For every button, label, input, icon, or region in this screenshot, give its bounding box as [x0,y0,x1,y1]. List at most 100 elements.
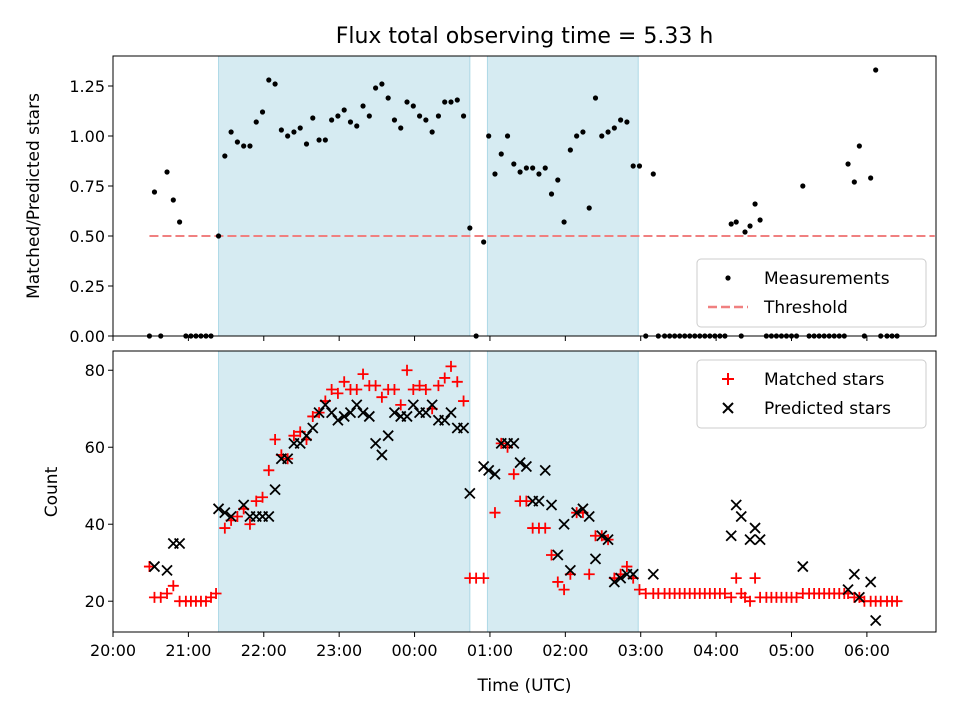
predicted-star-point [744,533,756,546]
predicted-star-point [369,437,382,450]
bottom-y-tick-label: 60 [85,438,105,457]
measurement-point [164,169,170,175]
predicted-star-point [313,406,325,419]
measurement-point [247,143,253,149]
measurement-point [272,81,278,87]
measurement-point [561,219,567,225]
top-y-axis-label: Matched/Predicted stars [24,93,44,299]
matched-star-point [376,391,388,403]
measurement-point [873,67,879,73]
matched-star-point [730,572,742,584]
predicted-star-point [464,487,476,500]
predicted-star-point [583,510,595,523]
predicted-star-point [735,510,747,523]
top-axes: 0.00 0.25 0.50 0.75 1.00 1.25 [69,55,937,346]
predicted-star-point [614,572,627,584]
matched-star-point [414,380,426,392]
top-y-tick-label: 0.50 [69,227,105,246]
bottom-panel: 20:00 21:00 22:00 23:00 00:00 01:00 02:00 03:00… [42,350,937,696]
matched-star-point [244,518,256,530]
matched-star-point [257,491,269,503]
measurement-point [429,129,435,135]
measurement-point [747,223,753,229]
bottom-shaded-regions [218,350,639,633]
matched-star-point [478,572,490,584]
measurement-point [504,133,511,139]
x-tick-label: 21:00 [165,641,211,660]
legend-threshold-label: Threshold [763,298,848,318]
predicted-star-point [589,553,602,565]
predicted-star-point [332,414,344,426]
measurement-point [416,113,423,119]
matched-star-point [167,580,179,592]
predicted-star-point [754,533,766,546]
measurement-point [391,117,398,123]
matched-star-point [508,468,520,480]
predicted-star-point [445,406,457,419]
matched-star-point [407,383,419,395]
measurement-point [228,129,234,135]
measurement-point [536,171,542,177]
matched-star-point [357,368,369,380]
bottom-legend: Matched stars Predicted stars [696,359,927,429]
predicted-star-point [225,510,237,523]
bottom-axes: 20:00 21:00 22:00 23:00 00:00 01:00 02:00 03:00… [85,350,937,660]
predicted-star-point [388,406,401,419]
predicted-star-point [848,568,860,580]
x-tick-label: 01:00 [467,641,513,660]
predicted-star-point [483,464,495,476]
legend-matched-marker [722,373,734,385]
measurement-point [650,171,656,177]
predicted-star-point [577,503,589,515]
predicted-star-point [725,530,737,542]
top-shaded-regions [218,55,639,337]
matched-star-point [719,588,731,600]
measurement-point [460,113,467,119]
measurement-point [530,165,536,171]
predicted-star-point [363,410,375,423]
measurement-point [492,171,498,177]
measurement-point [757,217,763,223]
x-tick-label: 03:00 [618,641,664,660]
legend-measurements-label: Measurements [764,269,890,289]
predicted-star-point [797,560,809,573]
measurement-point [215,233,222,239]
measurement-point [580,129,586,135]
measurement-point [316,137,322,143]
measurement-point [599,133,605,139]
predicted-star-point [307,422,319,434]
matched-star-point [558,584,570,596]
x-tick-label: 20:00 [90,641,136,660]
measurement-point [728,221,734,227]
measurement-point [742,229,748,235]
predicted-star-point [263,510,275,523]
predicted-star-point [173,537,186,550]
predicted-star-point [520,460,533,473]
x-tick-label: 06:00 [844,641,890,660]
measurement-point [341,107,347,113]
measurement-point [410,103,416,109]
predicted-star-point [338,410,350,423]
measurement-point [385,95,391,101]
measurement-point [481,239,487,245]
matched-star-point [338,376,350,388]
measurement-point [373,85,379,91]
matched-star-point [458,395,470,407]
matched-star-point [451,376,463,388]
top-legend-box [696,258,927,328]
measurement-point [605,129,611,135]
matched-star-point [161,588,173,600]
measurement-point [347,119,354,125]
predicted-star-point [596,530,608,542]
predicted-star-point [608,576,620,588]
top-y-tick-label: 1.00 [69,127,105,146]
predicted-star-point [545,499,558,511]
matched-star-point [520,495,532,507]
predicted-star-point [842,584,854,596]
predicted-star-point [376,449,388,461]
predicted-star-point [401,410,413,423]
matched-star-point [250,495,262,507]
bottom-axes-frame [112,350,937,633]
predicted-star-point [533,495,545,507]
matched-star-point [445,360,457,372]
